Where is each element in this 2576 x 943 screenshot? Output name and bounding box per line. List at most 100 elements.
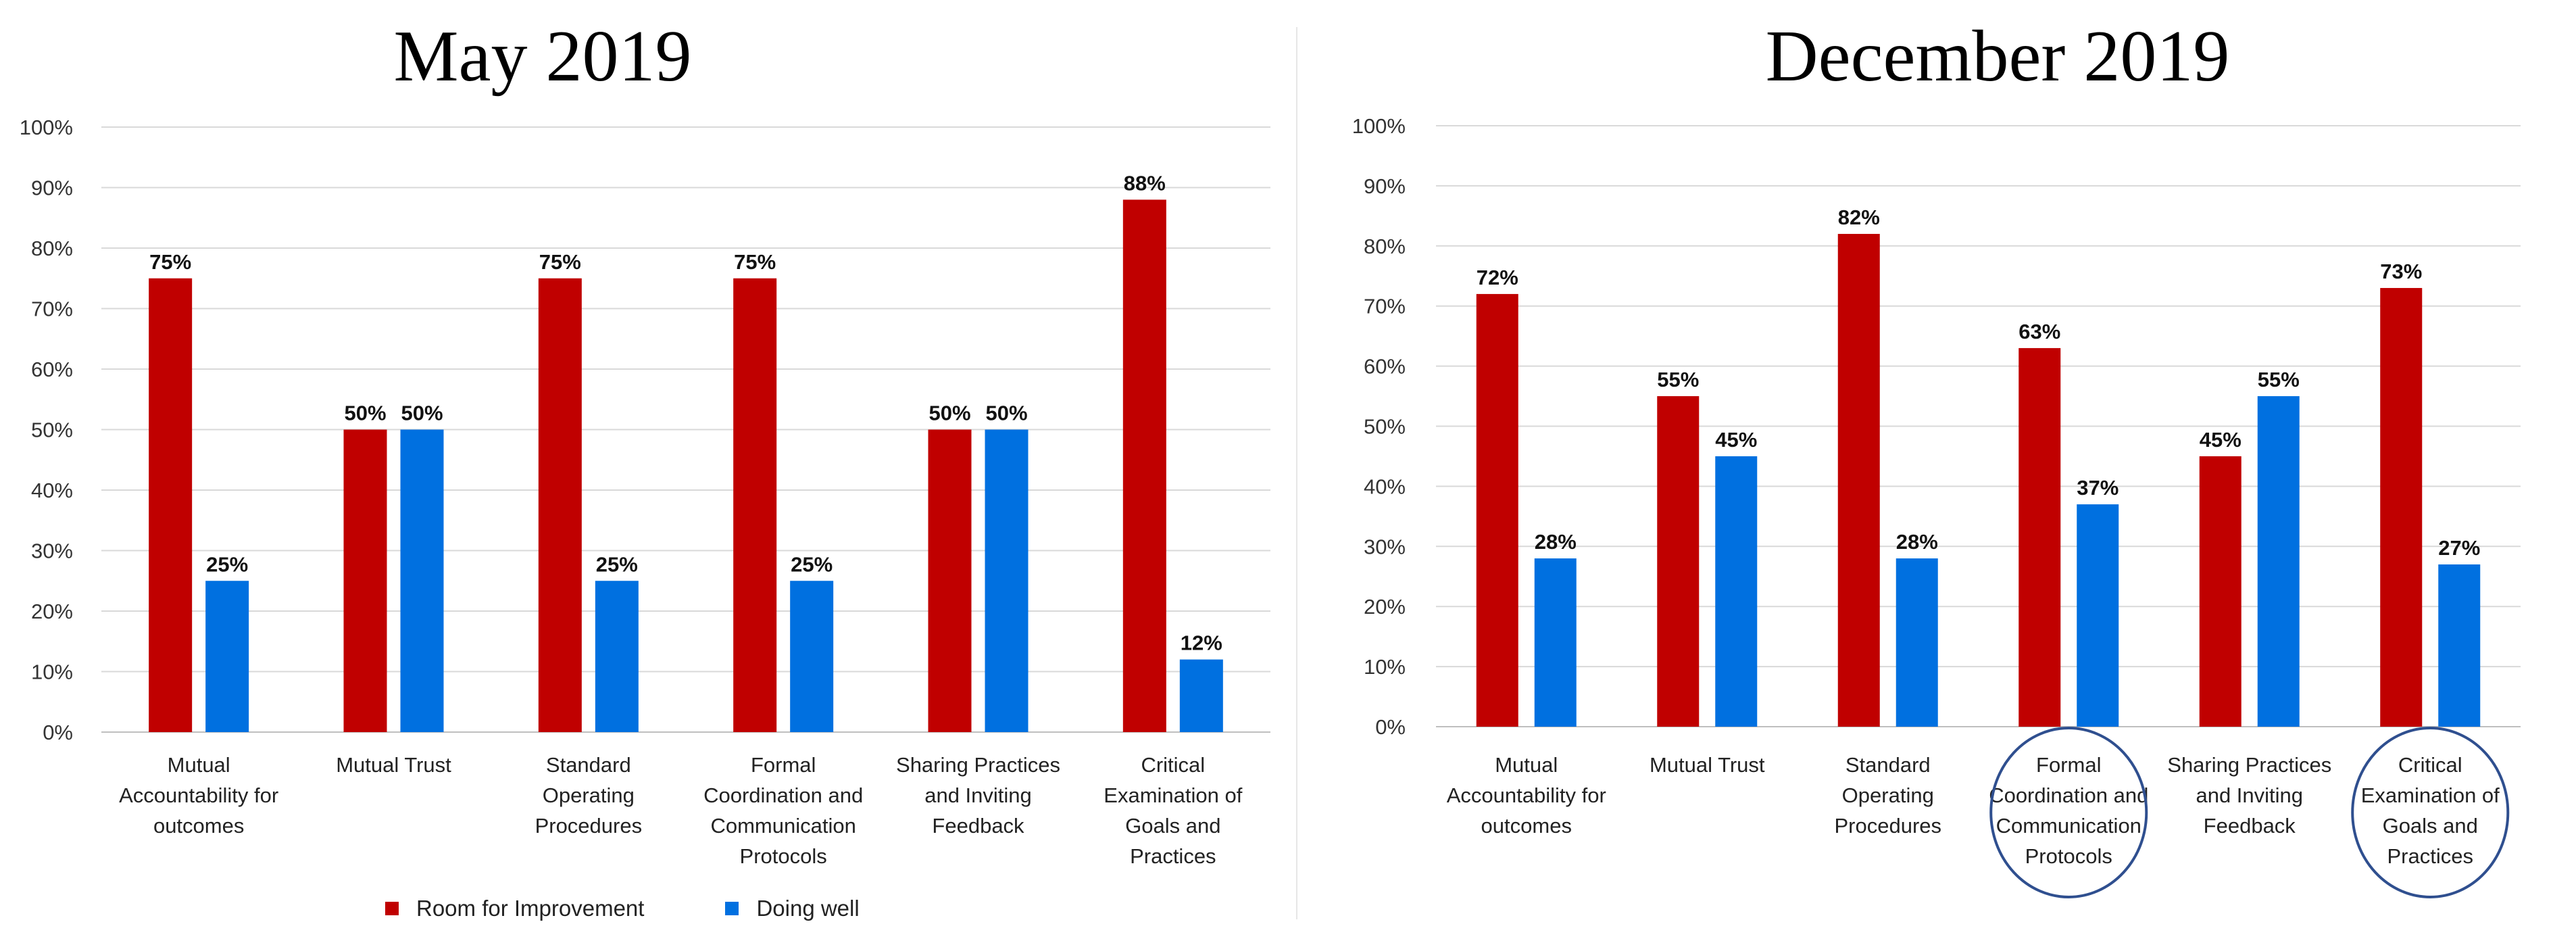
bar-doing-well <box>400 429 444 732</box>
category-label: Goals and <box>1125 814 1220 838</box>
data-label: 50% <box>928 402 970 425</box>
y-tick-label: 90% <box>31 176 73 200</box>
bar-room-for-improvement <box>1657 396 1700 727</box>
legend-label-room: Room for Improvement <box>416 896 645 921</box>
bar-room-for-improvement <box>2199 456 2241 727</box>
y-tick-label: 90% <box>1364 174 1406 198</box>
data-label: 75% <box>539 250 581 274</box>
data-label: 88% <box>1124 171 1166 195</box>
bar-room-for-improvement <box>2018 347 2061 727</box>
data-label: 82% <box>1838 205 1880 229</box>
data-label: 25% <box>206 552 248 576</box>
bar-room-for-improvement <box>1476 293 1518 727</box>
data-label: 72% <box>1477 266 1518 289</box>
y-tick-label: 10% <box>31 660 73 684</box>
category-label: Operating <box>1842 783 1934 807</box>
y-tick-label: 40% <box>1364 475 1406 498</box>
chart-title: May 2019 <box>393 16 692 97</box>
y-tick-label: 30% <box>1364 535 1406 558</box>
bar-room-for-improvement <box>733 278 777 732</box>
category-label: Mutual <box>1495 753 1558 777</box>
bar-room-for-improvement <box>928 429 972 732</box>
bar-doing-well <box>1534 558 1577 727</box>
data-label: 50% <box>985 402 1027 425</box>
data-label: 73% <box>2380 260 2422 283</box>
category-label: Communication <box>710 814 856 838</box>
bar-doing-well <box>1179 659 1223 732</box>
category-label: Formal <box>751 753 816 777</box>
category-label: Protocols <box>2025 844 2112 868</box>
bar-doing-well <box>790 581 834 732</box>
data-label: 50% <box>344 402 386 425</box>
category-label: Feedback <box>2204 814 2296 838</box>
bar-room-for-improvement <box>2380 288 2423 727</box>
category-label: Coordination and <box>1989 783 2148 807</box>
legend-swatch-room <box>385 902 399 915</box>
data-label: 28% <box>1535 530 1577 554</box>
bar-doing-well <box>1715 456 1758 727</box>
category-label: Procedures <box>535 814 643 838</box>
category-label: Sharing Practices <box>2167 753 2331 777</box>
y-tick-label: 20% <box>1364 595 1406 619</box>
category-label: Examination of <box>1104 783 1242 807</box>
bar-doing-well <box>985 429 1029 732</box>
y-tick-label: 10% <box>1364 655 1406 679</box>
data-label: 12% <box>1181 631 1222 655</box>
y-tick-label: 40% <box>31 479 73 502</box>
category-label: Coordination and <box>703 783 863 807</box>
y-tick-label: 30% <box>31 539 73 563</box>
chart-panel-may: May 2019 0% 10% 20% 30% 40% 50% 60% 70% 80% 90% 10… <box>20 16 1270 921</box>
bar-chart-december: 0% 10% 20% 30% 40% 50% 60% 70% 80% 90% 100% 72% 28% M… <box>1352 114 2521 898</box>
data-label: 25% <box>791 552 833 576</box>
y-tick-label: 50% <box>31 418 73 442</box>
category-label: Protocols <box>740 844 827 868</box>
category-label: and Inviting <box>2196 783 2303 807</box>
bar-chart-may: 0% 10% 20% 30% 40% 50% 60% 70% 80% 90% 100% 75% 25% M… <box>20 116 1270 868</box>
category-label: Feedback <box>932 814 1024 838</box>
highlight-circle <box>1989 727 2148 898</box>
category-label: outcomes <box>1481 814 1572 838</box>
category-label: Operating <box>543 783 635 807</box>
y-tick-label: 50% <box>1364 415 1406 439</box>
data-label: 45% <box>1715 428 1757 452</box>
bar-room-for-improvement <box>149 278 193 732</box>
bar-room-for-improvement <box>1837 234 1880 727</box>
legend-label-doing: Doing well <box>756 896 860 921</box>
category-label: Sharing Practices <box>896 753 1060 777</box>
data-label: 75% <box>734 250 776 274</box>
highlight-circle <box>2351 727 2510 898</box>
category-label: Formal <box>2036 753 2101 777</box>
data-label: 37% <box>2077 476 2119 500</box>
bar-doing-well <box>2257 396 2300 727</box>
category-label: Accountability for <box>1447 783 1606 807</box>
category-label: Accountability for <box>119 783 278 807</box>
category-label: and Inviting <box>924 783 1032 807</box>
y-tick-label: 100% <box>1352 114 1406 138</box>
y-tick-label: 60% <box>1364 355 1406 379</box>
category-label: Goals and <box>2383 814 2478 838</box>
category-label: Critical <box>1141 753 1205 777</box>
y-tick-label: 70% <box>31 297 73 321</box>
category-label: Practices <box>2387 844 2473 868</box>
y-tick-label: 80% <box>31 237 73 260</box>
chart-panel-december: December 2019 0% 10% 20% 30% 40% 50% 60% 70% 80%… <box>1311 0 2576 943</box>
category-label: Examination of <box>2361 783 2500 807</box>
category-label: Practices <box>1130 844 1216 868</box>
legend-swatch-doing <box>725 902 739 915</box>
data-label: 50% <box>401 402 443 425</box>
legend-item-doing: Doing well <box>725 896 860 921</box>
y-tick-label: 60% <box>31 358 73 381</box>
legend-item-room: Room for Improvement <box>385 896 644 921</box>
data-label: 55% <box>1657 368 1699 391</box>
data-label: 28% <box>1896 530 1938 554</box>
category-label: Communication <box>1996 814 2141 838</box>
legend: Room for Improvement Doing well <box>385 896 860 921</box>
data-label: 63% <box>2018 320 2060 343</box>
y-tick-label: 80% <box>1364 235 1406 258</box>
panel-divider <box>1296 27 1297 919</box>
bar-doing-well <box>2438 564 2481 727</box>
bar-room-for-improvement <box>538 278 582 732</box>
bar-doing-well <box>595 581 639 732</box>
y-tick-label: 100% <box>20 116 73 139</box>
category-label: Standard <box>1846 753 1931 777</box>
